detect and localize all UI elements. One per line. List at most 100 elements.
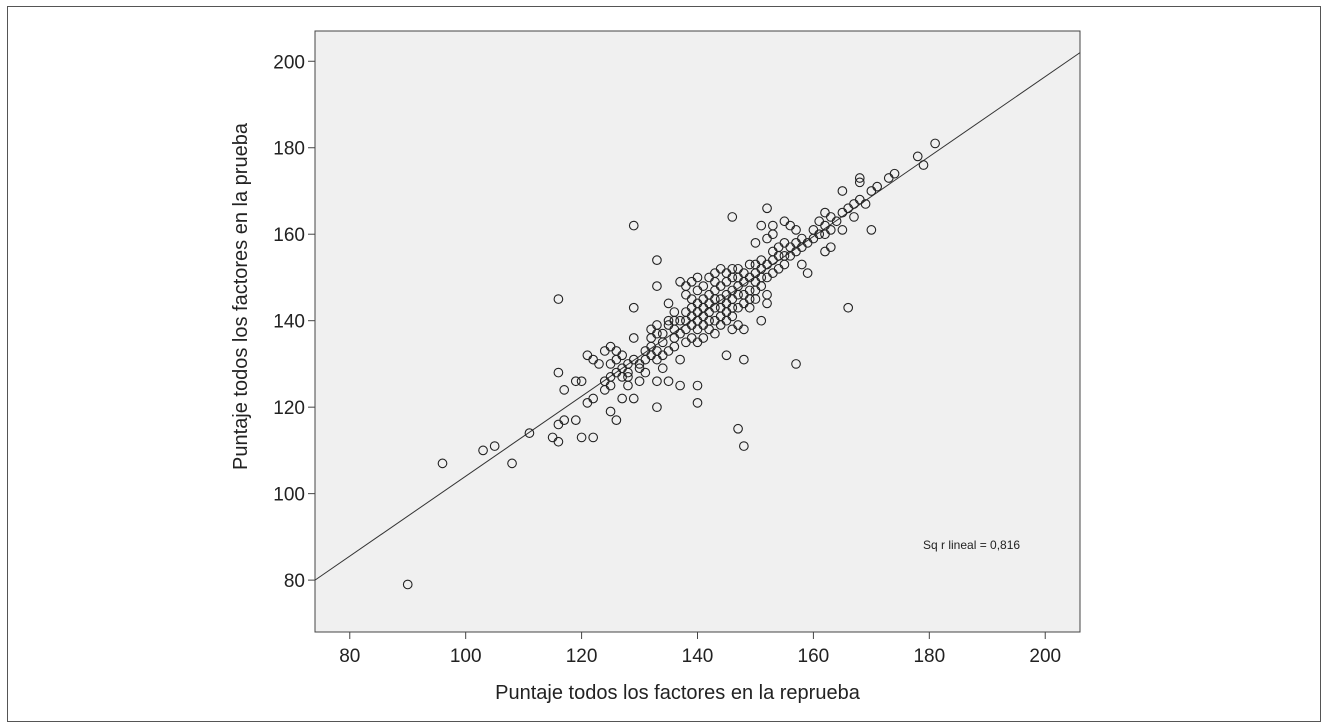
y-tick-label: 100 [273,485,305,506]
data-point [507,458,517,469]
data-point [640,367,651,378]
data-point [721,350,732,361]
data-point [843,302,854,313]
data-point [692,397,703,408]
points-layer [402,138,940,590]
data-point [617,350,628,361]
data-point [825,225,836,235]
data-point [605,406,616,417]
data-point [727,212,738,222]
data-point [402,579,413,590]
data-point [559,415,570,425]
data-point [779,250,790,261]
data-point [889,168,900,179]
data-point [663,315,674,326]
data-point [576,432,587,443]
data-point [791,359,801,369]
data-point [837,225,848,235]
data-point [814,229,825,240]
data-point [652,320,662,330]
data-point [739,441,749,451]
data-point [576,376,587,387]
data-point [866,225,877,235]
y-axis: 80 100 120 140 160 180 200 [273,52,315,592]
y-axis-title: Puntaje todos los factores en la prueba [230,122,252,470]
data-point [489,441,500,451]
x-tick-label: 80 [339,646,360,667]
data-point [710,328,720,339]
data-point [762,289,772,300]
data-point [912,151,923,162]
data-point [652,402,662,413]
data-point [588,393,599,404]
data-point [559,385,570,395]
data-point [669,307,680,317]
data-point [918,160,929,170]
data-point [617,393,628,404]
data-point [698,333,709,343]
data-point [854,177,865,188]
data-point [524,428,535,438]
data-point [744,259,755,270]
data-point [663,298,674,309]
data-point [860,199,871,209]
data-point [553,436,564,447]
data-point [623,367,633,378]
data-point [570,376,581,387]
data-point [652,376,662,387]
data-point [849,212,859,222]
data-point [675,315,685,326]
y-tick-label: 200 [273,52,305,73]
x-tick-label: 140 [682,646,714,667]
data-point [756,315,767,326]
y-tick-label: 160 [273,225,305,246]
r-squared-annotation: Sq r lineal = 0,816 [923,538,1020,552]
x-axis: 80 100 120 140 160 180 200 [339,632,1061,667]
data-point [594,359,604,369]
data-point [675,354,685,365]
data-point [802,268,813,278]
data-point [652,281,662,291]
data-point [478,445,488,456]
y-tick-label: 120 [273,398,305,419]
data-point [692,272,703,283]
data-point [553,367,564,378]
data-point [750,238,761,248]
data-point [570,415,581,425]
data-point [657,328,668,339]
data-point [872,181,883,192]
data-point [756,220,767,231]
data-point [437,458,448,469]
x-tick-label: 100 [450,646,482,667]
data-point [698,281,709,291]
data-point [628,220,639,231]
x-tick-label: 120 [566,646,598,667]
x-tick-label: 200 [1029,646,1061,667]
data-point [854,173,865,183]
data-point [733,423,743,434]
data-point [825,242,836,253]
data-point [628,333,639,343]
y-tick-label: 80 [284,571,305,592]
data-point [796,259,807,270]
data-point [692,380,703,391]
data-point [762,203,772,214]
data-point [553,294,564,304]
data-point [831,216,842,227]
data-point [611,415,622,425]
data-point [739,324,749,335]
data-point [791,225,801,235]
data-point [663,376,674,387]
data-point [628,302,639,313]
x-axis-title: Puntaje todos los factores en la reprueb… [495,682,861,704]
data-point [744,285,755,296]
data-point [739,354,749,365]
y-tick-label: 140 [273,312,305,333]
x-tick-label: 180 [913,646,945,667]
data-point [623,372,633,382]
data-point [767,220,778,231]
data-point [652,255,662,266]
y-tick-label: 180 [273,139,305,160]
data-point [628,393,639,404]
